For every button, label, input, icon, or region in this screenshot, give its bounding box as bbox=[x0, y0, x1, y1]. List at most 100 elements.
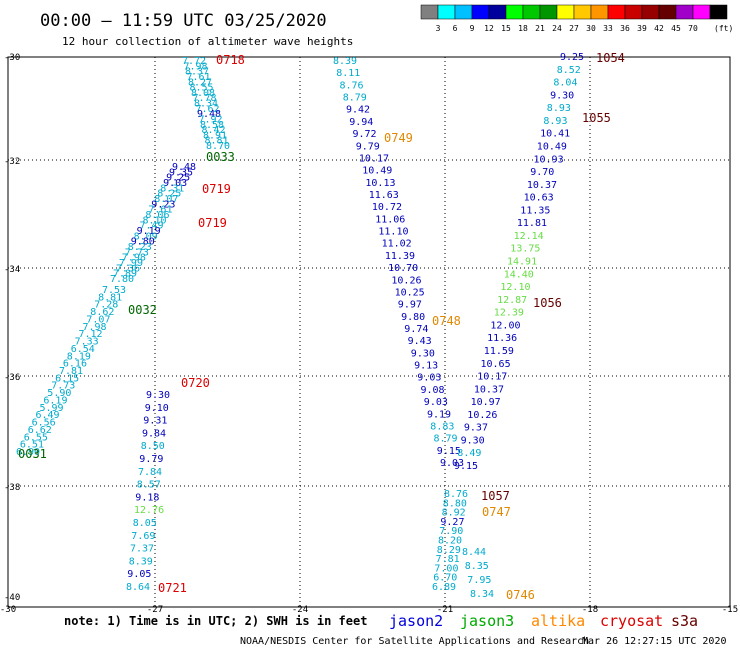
swh-reading: 7.92 bbox=[199, 114, 223, 125]
swh-reading: 9.30 bbox=[146, 390, 170, 401]
swh-reading: 8.35 bbox=[465, 561, 489, 572]
swh-reading: 7.07 bbox=[86, 315, 110, 326]
colorbar-swatch bbox=[709, 4, 728, 20]
colorbar-swatch bbox=[420, 4, 439, 20]
swh-reading: 9.72 bbox=[353, 129, 377, 140]
swh-reading: 11.35 bbox=[520, 205, 550, 216]
swh-reading: 8.62 bbox=[90, 307, 114, 318]
colorbar-swatch bbox=[675, 4, 694, 20]
swh-reading: 10.26 bbox=[467, 410, 497, 421]
swh-reading: 8.50 bbox=[141, 441, 165, 452]
pass-time-label: 0031 bbox=[18, 447, 47, 461]
pass-time-label: 1055 bbox=[582, 111, 611, 125]
swh-reading: 9.03 bbox=[417, 373, 441, 384]
swh-reading: 7.90 bbox=[439, 526, 463, 537]
track-cryosat-0719: 9.489.359.259.038.318.258.079.237.618.06… bbox=[110, 162, 196, 285]
swh-reading: 7.33 bbox=[75, 337, 99, 348]
colorbar-label: 9 bbox=[470, 24, 475, 33]
colorbar-label: 45 bbox=[671, 24, 681, 33]
swh-reading: 13.75 bbox=[510, 244, 540, 255]
colorbar-swatch bbox=[607, 4, 626, 20]
swh-reading: 9.43 bbox=[408, 336, 432, 347]
track-cryosat-0718: 7.727.988.377.618.278.558.087.788.347.62… bbox=[182, 56, 230, 152]
colorbar-swatch bbox=[624, 4, 643, 20]
swh-reading: 8.81 bbox=[98, 292, 122, 303]
swh-reading: 10.63 bbox=[524, 193, 554, 204]
swh-reading: 6.49 bbox=[36, 410, 60, 421]
swh-reading: 7.73 bbox=[51, 381, 75, 392]
swh-reading: 9.70 bbox=[530, 167, 554, 178]
colorbar-swatch bbox=[437, 4, 456, 20]
swh-reading: 10.17 bbox=[359, 154, 389, 165]
swh-reading: 8.23 bbox=[128, 242, 152, 253]
track-s3a-1054: 9.258.528.049.308.938.9310.4110.4910.939… bbox=[454, 52, 584, 472]
swh-reading: 7.36 bbox=[116, 263, 140, 274]
swh-reading: 6.62 bbox=[28, 425, 52, 436]
colorbar-label: 24 bbox=[552, 24, 562, 33]
swh-reading: 7.12 bbox=[79, 329, 103, 340]
swh-reading: 8.93 bbox=[543, 116, 567, 127]
pass-time-label: 0720 bbox=[181, 376, 210, 390]
swh-reading: 9.27 bbox=[440, 517, 464, 528]
track-altika-0749: 8.398.118.768.799.429.949.729.7910.1710.… bbox=[333, 56, 464, 469]
swh-reading: 10.70 bbox=[388, 263, 418, 274]
swh-reading: 5.90 bbox=[47, 388, 71, 399]
swh-reading: 10.72 bbox=[372, 202, 402, 213]
map-frame bbox=[7, 56, 731, 608]
legend-s3a: s3a bbox=[671, 612, 698, 630]
swh-reading: 8.76 bbox=[340, 80, 364, 91]
swh-reading: 9.08 bbox=[421, 385, 445, 396]
swh-reading: 9.84 bbox=[142, 428, 166, 439]
note-text: note: 1) Time is in UTC; 2) SWH is in fe… bbox=[64, 614, 367, 628]
pass-time-label: 1056 bbox=[533, 296, 562, 310]
swh-reading: 9.23 bbox=[151, 199, 175, 210]
swh-reading: 8.20 bbox=[438, 536, 462, 547]
swh-reading: 8.27 bbox=[188, 77, 212, 88]
swh-reading: 8.05 bbox=[133, 518, 157, 529]
swh-reading: 7.80 bbox=[110, 274, 134, 285]
swh-reading: 9.03 bbox=[163, 178, 187, 189]
swh-reading: 8.79 bbox=[343, 93, 367, 104]
swh-reading: 7.81 bbox=[436, 554, 460, 565]
swh-reading: 7.53 bbox=[102, 285, 126, 296]
swh-reading: 8.39 bbox=[333, 56, 357, 67]
credit-timestamp: Mar 26 12:27:15 UTC 2020 bbox=[582, 636, 727, 647]
axis-ticks: -30 -27 -24 -21 -18 -15 -30 -32 -34 -36 -38 -40 bbox=[0, 53, 738, 615]
swh-reading: 6.70 bbox=[433, 573, 457, 584]
swh-reading: 10.25 bbox=[395, 288, 425, 299]
swh-reading: 10.97 bbox=[471, 397, 501, 408]
colorbar: 3 6 9 12 15 18 21 24 27 30 33 36 39 42 45 70 (ft) bbox=[420, 4, 733, 33]
swh-reading: 8.37 bbox=[185, 67, 209, 78]
swh-reading: 6.89 bbox=[432, 582, 456, 593]
swh-reading: 11.63 bbox=[369, 190, 399, 201]
swh-reading: 8.91 bbox=[203, 130, 227, 141]
swh-reading: 9.48 bbox=[172, 162, 196, 173]
pass-time-label: 0719 bbox=[202, 182, 231, 196]
swh-reading: 10.49 bbox=[537, 142, 567, 153]
swh-reading: 11.39 bbox=[385, 251, 415, 262]
swh-reading: 9.13 bbox=[414, 361, 438, 372]
swh-reading: 12.10 bbox=[500, 282, 530, 293]
swh-reading: 8.83 bbox=[430, 422, 454, 433]
swh-reading: 8.39 bbox=[129, 556, 153, 567]
pass-time-label: 0721 bbox=[158, 581, 187, 595]
swh-reading: 12.87 bbox=[497, 295, 527, 306]
swh-reading: 8.76 bbox=[444, 489, 468, 500]
lon-tick-label: -30 bbox=[0, 605, 16, 615]
colorbar-swatch bbox=[539, 4, 558, 20]
map-subtitle: 12 hour collection of altimeter wave hei… bbox=[62, 35, 353, 48]
track-altika-0747: 8.768.808.929.277.908.208.297.817.006.70… bbox=[432, 489, 468, 593]
swh-reading: 7.98 bbox=[184, 61, 208, 72]
swh-reading: 9.05 bbox=[127, 569, 151, 580]
swh-reading: 8.49 bbox=[457, 448, 481, 459]
swh-reading: 7.72 bbox=[182, 56, 206, 67]
colorbar-swatch bbox=[641, 4, 660, 20]
swh-reading: 10.65 bbox=[481, 359, 511, 370]
colorbar-label: 18 bbox=[518, 24, 528, 33]
swh-reading: 8.57 bbox=[137, 480, 161, 491]
lon-tick-label: -27 bbox=[147, 605, 163, 615]
swh-reading: 8.04 bbox=[553, 78, 577, 89]
pass-time-label: 0748 bbox=[432, 314, 461, 328]
swh-reading: 9.03 bbox=[424, 397, 448, 408]
